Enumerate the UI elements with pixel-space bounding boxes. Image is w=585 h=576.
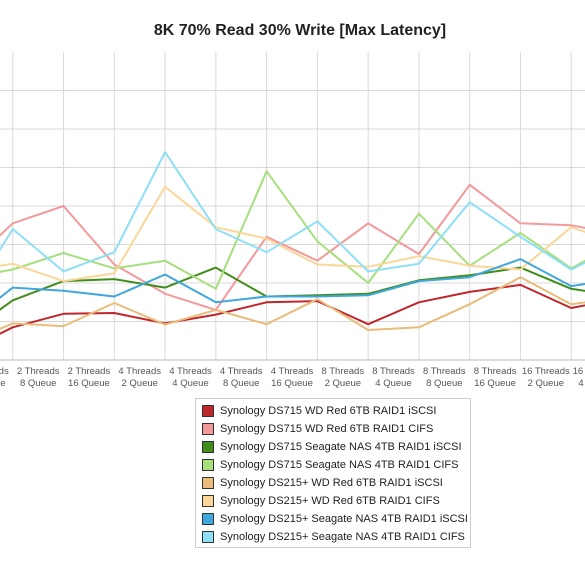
series-lines: [0, 151, 585, 335]
legend-item: Synology DS215+ WD Red 6TB RAID1 iSCSI: [202, 474, 470, 492]
x-tick-label: 4 Threads 4 Queue: [169, 366, 212, 389]
x-tick-label: 16 Threads 2 Queue: [522, 366, 570, 389]
legend-swatch: [202, 531, 214, 543]
x-tick-label: 8 Threads 4 Queue: [372, 366, 415, 389]
legend-label: Synology DS215+ Seagate NAS 4TB RAID1 CI…: [220, 531, 465, 543]
legend-item: Synology DS215+ Seagate NAS 4TB RAID1 iS…: [202, 510, 470, 528]
x-tick-label: 2 Threads 16 Queue: [68, 366, 111, 389]
legend-item: Synology DS215+ Seagate NAS 4TB RAID1 CI…: [202, 528, 470, 546]
legend-swatch: [202, 513, 214, 525]
series-line-6: [0, 185, 585, 283]
legend-item: Synology DS715 WD Red 6TB RAID1 iSCSI: [202, 402, 470, 420]
x-tick-label: 4 Threads 2 Queue: [118, 366, 161, 389]
legend-swatch: [202, 477, 214, 489]
legend-label: Synology DS715 Seagate NAS 4TB RAID1 iSC…: [220, 441, 462, 453]
legend-label: Synology DS215+ Seagate NAS 4TB RAID1 iS…: [220, 513, 468, 525]
x-tick-label: 4 Threads 8 Queue: [220, 366, 263, 389]
chart-title: 8K 70% Read 30% Write [Max Latency]: [154, 22, 446, 39]
x-tick-label: 8 Threads 8 Queue: [423, 366, 466, 389]
legend-item: Synology DS715 Seagate NAS 4TB RAID1 iSC…: [202, 438, 470, 456]
legend-swatch: [202, 441, 214, 453]
series-line-7: [0, 258, 585, 304]
series-line-4: [0, 170, 585, 290]
x-tick-label: 8 Threads 2 Queue: [321, 366, 364, 389]
series-line-8: [0, 151, 585, 273]
legend-label: Synology DS715 Seagate NAS 4TB RAID1 CIF…: [220, 459, 459, 471]
legend-item: Synology DS215+ WD Red 6TB RAID1 CIFS: [202, 492, 470, 510]
legend-item: Synology DS715 WD Red 6TB RAID1 CIFS: [202, 420, 470, 438]
legend-swatch: [202, 459, 214, 471]
legend-swatch: [202, 495, 214, 507]
legend-item: Synology DS715 Seagate NAS 4TB RAID1 CIF…: [202, 456, 470, 474]
x-tick-label: 2 Threads 8 Queue: [17, 366, 60, 389]
legend-label: Synology DS215+ WD Red 6TB RAID1 iSCSI: [220, 477, 443, 489]
legend-swatch: [202, 423, 214, 435]
legend-label: Synology DS715 WD Red 6TB RAID1 iSCSI: [220, 405, 437, 417]
series-line-1: [0, 283, 585, 335]
series-line-2: [0, 183, 585, 311]
legend-label: Synology DS715 WD Red 6TB RAID1 CIFS: [220, 423, 434, 435]
legend: Synology DS715 WD Red 6TB RAID1 iSCSI Syn…: [195, 398, 471, 548]
x-tick-label: 4 Threads 16 Queue: [271, 366, 314, 389]
legend-swatch: [202, 405, 214, 417]
legend-label: Synology DS215+ WD Red 6TB RAID1 CIFS: [220, 495, 440, 507]
series-line-5: [0, 276, 585, 331]
x-tick-label: 8 Threads 16 Queue: [474, 366, 517, 389]
